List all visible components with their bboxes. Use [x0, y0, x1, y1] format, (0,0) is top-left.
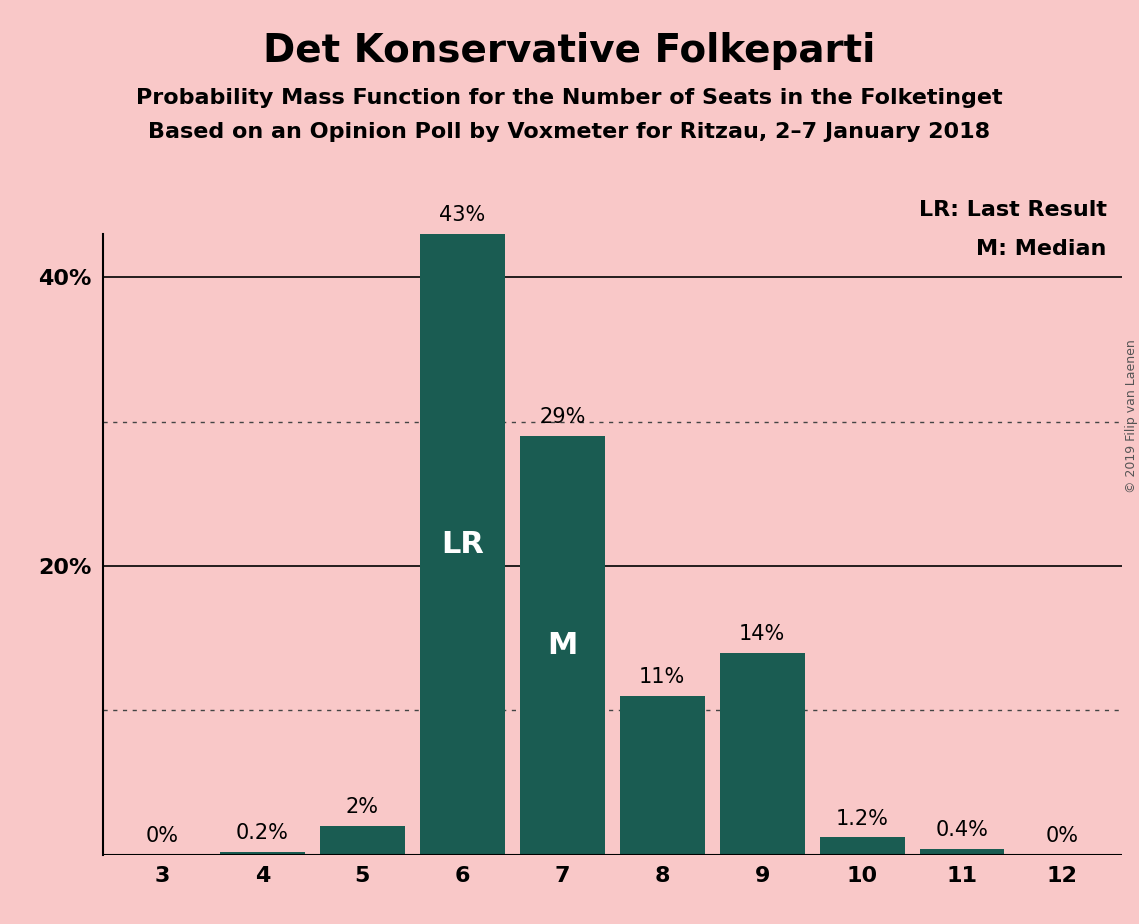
Bar	[919, 849, 1005, 855]
Text: M: M	[547, 631, 577, 660]
Text: M: Median: M: Median	[976, 239, 1107, 260]
Text: 29%: 29%	[539, 407, 585, 427]
Text: Probability Mass Function for the Number of Seats in the Folketinget: Probability Mass Function for the Number…	[137, 88, 1002, 108]
Bar	[820, 837, 904, 855]
Bar	[519, 436, 605, 855]
Text: 43%: 43%	[440, 205, 485, 225]
Text: LR: LR	[441, 529, 484, 559]
Text: 11%: 11%	[639, 667, 686, 687]
Bar	[220, 852, 305, 855]
Text: Based on an Opinion Poll by Voxmeter for Ritzau, 2–7 January 2018: Based on an Opinion Poll by Voxmeter for…	[148, 122, 991, 142]
Text: 0%: 0%	[146, 826, 179, 846]
Bar	[320, 826, 404, 855]
Text: Det Konservative Folkeparti: Det Konservative Folkeparti	[263, 32, 876, 70]
Bar	[620, 696, 705, 855]
Bar	[420, 234, 505, 855]
Text: 0.4%: 0.4%	[935, 821, 989, 840]
Text: 1.2%: 1.2%	[836, 808, 888, 829]
Text: © 2019 Filip van Laenen: © 2019 Filip van Laenen	[1124, 339, 1138, 492]
Text: 14%: 14%	[739, 624, 785, 644]
Text: LR: Last Result: LR: Last Result	[919, 200, 1107, 220]
Text: 0.2%: 0.2%	[236, 823, 289, 844]
Text: 2%: 2%	[346, 797, 379, 817]
Text: 0%: 0%	[1046, 826, 1079, 846]
Bar	[720, 652, 804, 855]
